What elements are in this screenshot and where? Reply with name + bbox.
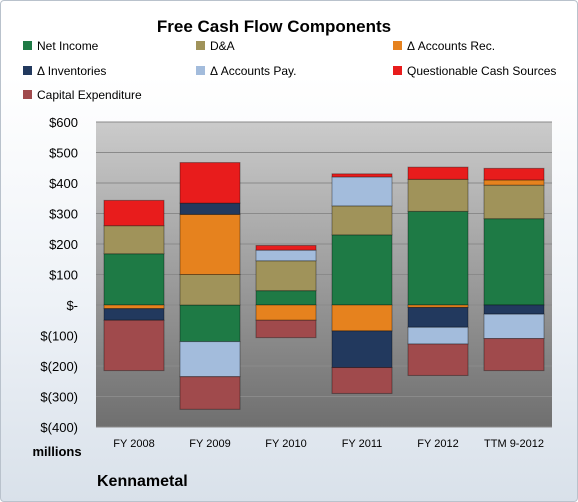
y-tick-label: $500 [49,146,78,161]
x-tick-label: FY 2012 [417,438,458,450]
bar-segment-capital-expenditure [255,319,317,339]
y-tick-label: $600 [49,115,78,130]
bar-segment-net-income [407,210,469,306]
legend-label-questionable-cash-sources: Questionable Cash Sources [407,64,556,78]
x-tick-label: FY 2008 [113,438,154,450]
unit-label: millions [32,444,81,459]
legend-swatch-questionable-cash-sources [393,66,402,75]
bar-segment-d-a [407,178,469,212]
x-axis: FY 2008 FY 2009 FY 2010 FY 2011 FY 2012 TTM 9… [113,438,544,450]
bar-segment-net-income [331,234,393,306]
bar-segment-d-a [255,260,317,292]
bar-segment-net-income [179,304,241,343]
legend-swatch-capital-expenditure [23,90,32,99]
bar-segment-capital-expenditure [179,376,241,410]
bar-segment-d-a [179,274,241,306]
bar-segment-d-a [331,205,393,236]
legend-label-net-income: Net Income [37,39,99,53]
bar-segment-delta-accounts-pay [407,326,469,345]
bar-segment-delta-accounts-pay [179,341,241,378]
y-tick-label: $100 [49,268,78,283]
bar-segment-net-income [255,290,317,306]
bar-segment-questionable-cash-sources [407,166,469,180]
legend-label-delta-inventories: Δ Inventories [37,64,106,78]
bar-segment-net-income [103,253,165,306]
bar-segment-capital-expenditure [331,367,393,394]
legend: Net Income D&A Δ Accounts Rec. Δ Inventorie… [23,39,556,102]
chart-title: Free Cash Flow Components [157,17,391,36]
bar-segment-capital-expenditure [407,343,469,376]
legend-label-delta-accounts-pay: Δ Accounts Pay. [210,64,297,78]
bar-segment-delta-accounts-rec [255,304,317,321]
legend-label-d-a: D&A [210,39,235,53]
x-tick-label: FY 2011 [342,438,383,450]
y-tick-label: $300 [49,207,78,222]
bar-segment-questionable-cash-sources [483,167,545,181]
bar-segment-delta-accounts-rec [103,304,165,310]
y-tick-label: $(400) [40,420,78,435]
bar-segment-delta-accounts-pay [255,249,317,262]
bar-segment-net-income [483,218,545,306]
bar-segment-d-a [483,184,545,220]
x-tick-label: FY 2010 [265,438,306,450]
y-tick-label: $- [66,298,78,313]
bar-segment-delta-accounts-pay [483,313,545,340]
company-name: Kennametal [97,473,188,490]
x-tick-label: FY 2009 [189,438,230,450]
legend-swatch-delta-inventories [23,66,32,75]
bar-segment-delta-accounts-rec [331,304,393,332]
y-tick-label: $400 [49,176,78,191]
y-axis: $600 $500 $400 $300 $200 $100 $- $(100) $(200) $(… [40,115,78,435]
bar-segment-delta-accounts-pay [331,176,393,207]
bars [103,162,545,410]
bar-segment-questionable-cash-sources [179,162,241,204]
bar-segment-questionable-cash-sources [255,245,317,251]
y-tick-label: $(200) [40,359,78,374]
bar-segment-questionable-cash-sources [103,199,165,227]
bar-segment-questionable-cash-sources [331,173,393,178]
bar-segment-delta-accounts-rec [179,213,241,275]
legend-label-capital-expenditure: Capital Expenditure [37,88,142,102]
bar-segment-delta-inventories [407,306,469,328]
bar-segment-capital-expenditure [103,319,165,372]
bar-segment-delta-inventories [331,330,393,369]
bar-segment-d-a [103,225,165,255]
y-tick-label: $200 [49,237,78,252]
x-tick-label: TTM 9-2012 [484,438,544,450]
bar-segment-delta-inventories [483,304,545,315]
legend-swatch-d-a [196,41,205,50]
legend-swatch-delta-accounts-rec [393,41,402,50]
bar-segment-delta-inventories [179,202,241,215]
y-tick-label: $(300) [40,390,78,405]
gridlines [96,121,552,428]
y-tick-label: $(100) [40,329,78,344]
legend-swatch-net-income [23,41,32,50]
bar-segment-delta-accounts-rec [483,179,545,186]
bar-segment-delta-inventories [103,308,165,321]
legend-swatch-delta-accounts-pay [196,66,205,75]
legend-label-delta-accounts-rec: Δ Accounts Rec. [407,39,495,53]
bar-segment-capital-expenditure [483,338,545,372]
